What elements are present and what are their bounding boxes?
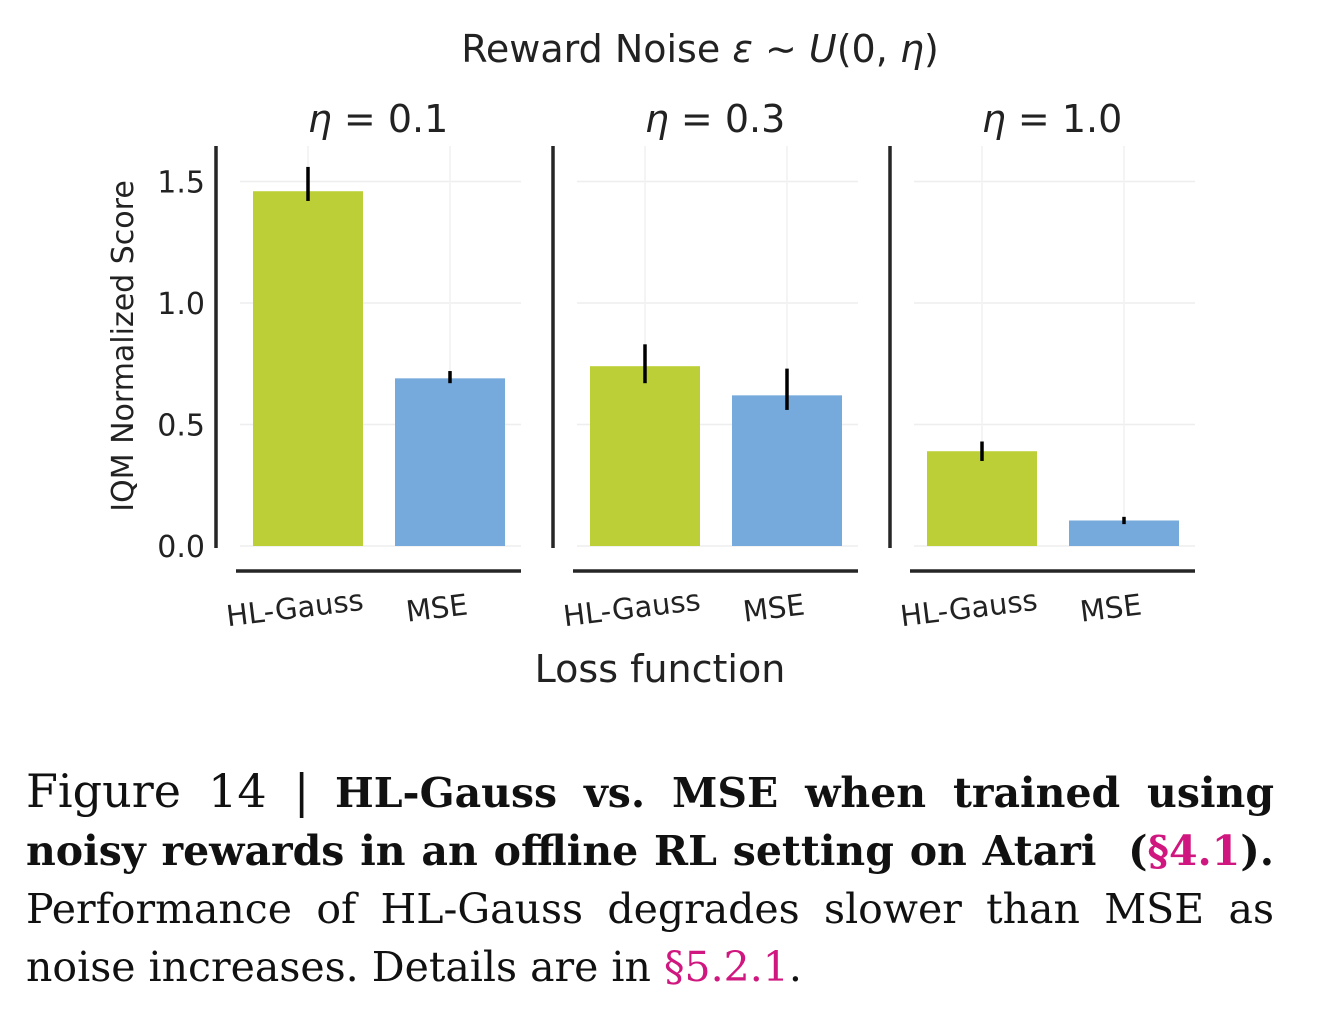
- section-link-5-2-1[interactable]: §5.2.1: [664, 943, 789, 991]
- y-axis-label: IQM Normalized Score: [106, 180, 141, 512]
- x-tick-label: MSE: [1078, 587, 1143, 628]
- x-tick-label: HL-Gauss: [561, 583, 702, 634]
- caption-body-text: Performance of HL-Gauss degrades slower …: [26, 885, 1274, 991]
- x-tick-label: HL-Gauss: [224, 583, 365, 634]
- bar-hl-gauss: [590, 366, 700, 546]
- chart-panels: η = 0.1 HL-Gauss MSE η = 0.3 HL-Gauss MSE η = …: [157, 97, 1195, 633]
- y-tick-label: 1.0: [157, 287, 205, 322]
- y-tick-label: 1.5: [157, 166, 205, 201]
- bar-mse: [395, 378, 505, 546]
- panel-title: η = 1.0: [982, 97, 1123, 141]
- x-tick-label: MSE: [404, 587, 469, 628]
- chart-title: Reward Noise ε ∼ U(0, η): [461, 27, 939, 71]
- figure-caption: Figure 14 | HL-Gauss vs. MSE when traine…: [26, 764, 1274, 991]
- panel-title: η = 0.3: [645, 97, 786, 141]
- chart: Reward Noise ε ∼ U(0, η) η = 0.1 HL-Gauss…: [106, 27, 1195, 691]
- figure-label: Figure 14 |: [26, 764, 310, 818]
- x-tick-label: MSE: [741, 587, 806, 628]
- x-axis-label: Loss function: [535, 647, 786, 691]
- panel-title: η = 0.1: [308, 97, 449, 141]
- x-tick-label: HL-Gauss: [898, 583, 1039, 634]
- bar-mse: [1069, 520, 1179, 546]
- y-tick-label: 0.0: [157, 530, 205, 565]
- section-link-4-1[interactable]: §4.1: [1147, 827, 1241, 875]
- caption-bold-text: HL-Gauss vs. MSE when trained using nois…: [26, 769, 1274, 875]
- y-tick-label: 0.5: [157, 409, 205, 444]
- bar-mse: [732, 395, 842, 546]
- bar-hl-gauss: [253, 191, 363, 546]
- bar-hl-gauss: [927, 451, 1037, 546]
